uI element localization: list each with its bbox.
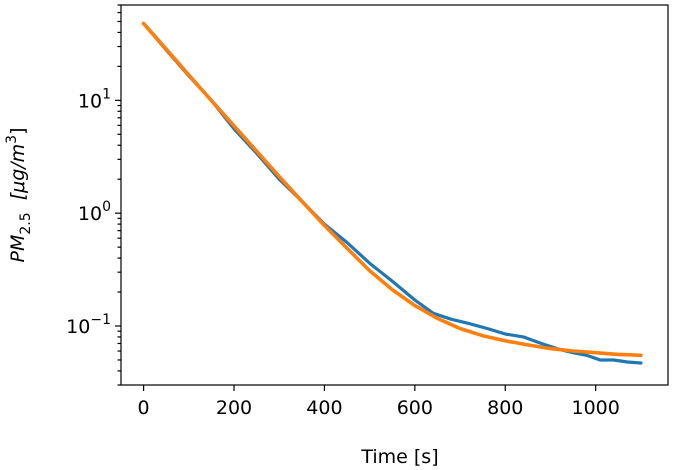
x-tick-label: 200 (216, 397, 252, 419)
y-axis-label-subscript: 2.5 (18, 212, 34, 234)
series-line-2 (141, 21, 643, 358)
plot-area (141, 21, 643, 365)
y-axis-label-unit-superscript: 3 (4, 135, 20, 144)
x-tick-label: 400 (306, 397, 342, 419)
x-tick-label: 800 (487, 397, 523, 419)
x-tick-label: 600 (397, 397, 433, 419)
y-tick-label: 100 (78, 199, 111, 225)
y-tick-label: 101 (78, 86, 111, 112)
x-tick-label: 0 (138, 397, 150, 419)
y-axis-label-unit: [μg/m (7, 144, 29, 213)
y-axis: 10−1 100 101 (66, 4, 121, 386)
series-line-1 (142, 21, 643, 365)
y-tick-label: 10−1 (66, 312, 111, 338)
x-axis: 0 200 400 600 800 1000 (138, 385, 620, 419)
y-axis-label-unit-close: ] (7, 127, 29, 134)
plot-frame (120, 4, 669, 386)
x-tick-label: 1000 (571, 397, 619, 419)
y-axis-label: PM2.5 [μg/m3] (4, 127, 34, 262)
x-axis-label: Time [s] (360, 446, 438, 468)
y-axis-label-main: PM (7, 235, 29, 263)
